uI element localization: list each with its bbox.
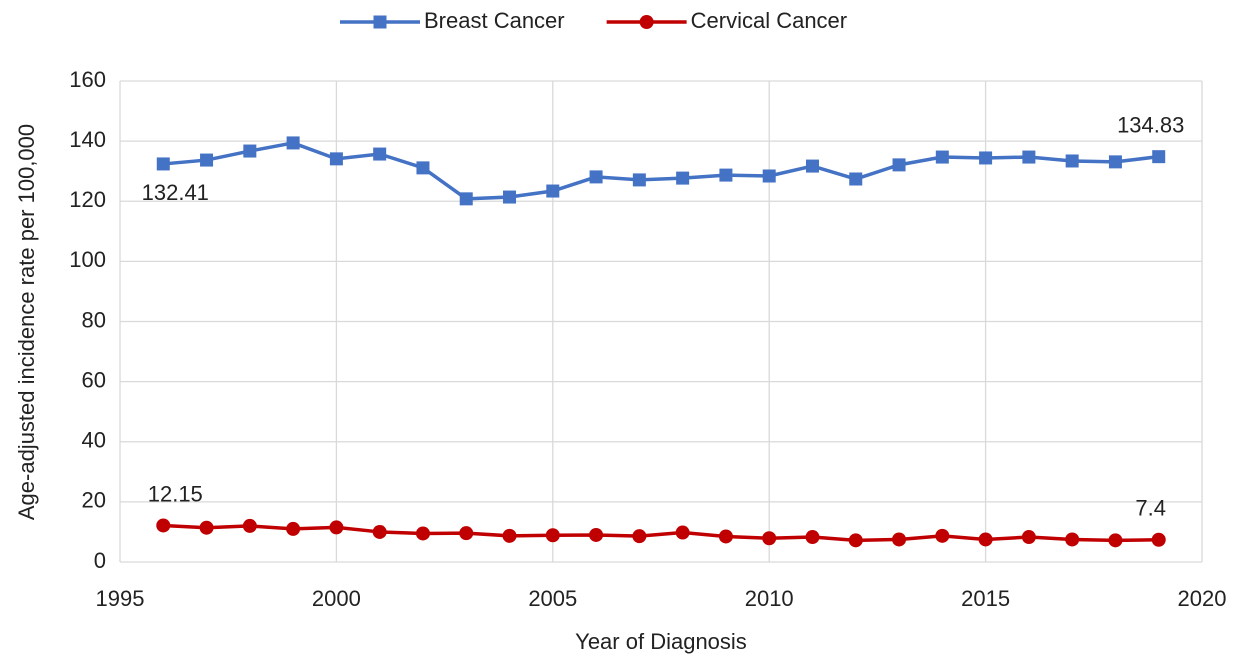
data-point — [199, 520, 214, 535]
y-tick-label: 80 — [82, 307, 106, 332]
data-point — [676, 171, 690, 185]
data-point — [1151, 532, 1166, 547]
y-tick-label: 40 — [82, 428, 106, 453]
data-point — [502, 528, 517, 543]
y-tick-label: 160 — [69, 67, 106, 92]
y-tick-label: 140 — [69, 127, 106, 152]
legend-label: Cervical Cancer — [691, 8, 848, 33]
data-point — [545, 528, 560, 543]
data-point — [286, 136, 300, 150]
data-point — [632, 529, 647, 544]
data-point — [459, 192, 473, 206]
data-point — [762, 531, 777, 546]
data-point — [805, 530, 820, 545]
data-point — [892, 158, 906, 172]
x-tick-label: 2005 — [528, 586, 577, 611]
data-point — [1152, 150, 1166, 164]
y-tick-label: 20 — [82, 488, 106, 513]
y-tick-label: 100 — [69, 247, 106, 272]
data-point — [892, 532, 907, 547]
data-point — [762, 169, 776, 183]
data-point — [503, 190, 517, 204]
data-point — [286, 521, 301, 536]
data-point — [632, 173, 646, 187]
x-tick-label: 1995 — [96, 586, 145, 611]
x-tick-label: 2020 — [1178, 586, 1227, 611]
data-point — [200, 153, 214, 167]
data-label: 12.15 — [148, 481, 203, 506]
data-label: 134.83 — [1117, 112, 1184, 137]
data-point — [416, 161, 430, 175]
data-point — [329, 520, 344, 535]
series-line — [163, 523, 1159, 543]
data-point — [329, 152, 343, 166]
legend-label: Breast Cancer — [424, 8, 565, 33]
data-point — [589, 527, 604, 542]
data-point — [1108, 533, 1123, 548]
data-point — [849, 172, 863, 186]
data-point — [373, 147, 387, 161]
data-point — [718, 529, 733, 544]
data-point — [589, 170, 603, 184]
y-axis-title: Age-adjusted incidence rate per 100,000 — [14, 124, 39, 520]
data-point — [979, 151, 993, 165]
data-point — [243, 144, 257, 158]
data-point — [1108, 155, 1122, 169]
data-point — [805, 159, 819, 173]
data-label: 7.4 — [1135, 496, 1166, 521]
x-axis-title: Year of Diagnosis — [575, 629, 747, 654]
data-point — [372, 524, 387, 539]
data-point — [1065, 154, 1079, 168]
data-point — [935, 528, 950, 543]
data-point — [978, 532, 993, 547]
y-tick-label: 60 — [82, 367, 106, 392]
data-point — [1022, 150, 1036, 164]
data-point — [1065, 532, 1080, 547]
data-point — [156, 518, 171, 533]
y-tick-label: 120 — [69, 187, 106, 212]
x-tick-label: 2015 — [961, 586, 1010, 611]
data-point — [848, 533, 863, 548]
data-point — [415, 526, 430, 541]
y-tick-label: 0 — [94, 548, 106, 573]
x-tick-label: 2010 — [745, 586, 794, 611]
data-point — [719, 168, 733, 182]
data-point — [459, 526, 474, 541]
legend-marker — [639, 15, 654, 29]
x-tick-label: 2000 — [312, 586, 361, 611]
data-point — [156, 157, 170, 171]
data-point — [675, 525, 690, 540]
data-point — [935, 150, 949, 164]
data-point — [1021, 530, 1036, 545]
series-line — [163, 141, 1159, 201]
data-label: 132.41 — [142, 180, 209, 205]
legend-marker — [373, 15, 387, 29]
data-point — [242, 518, 257, 533]
data-point — [546, 184, 560, 198]
